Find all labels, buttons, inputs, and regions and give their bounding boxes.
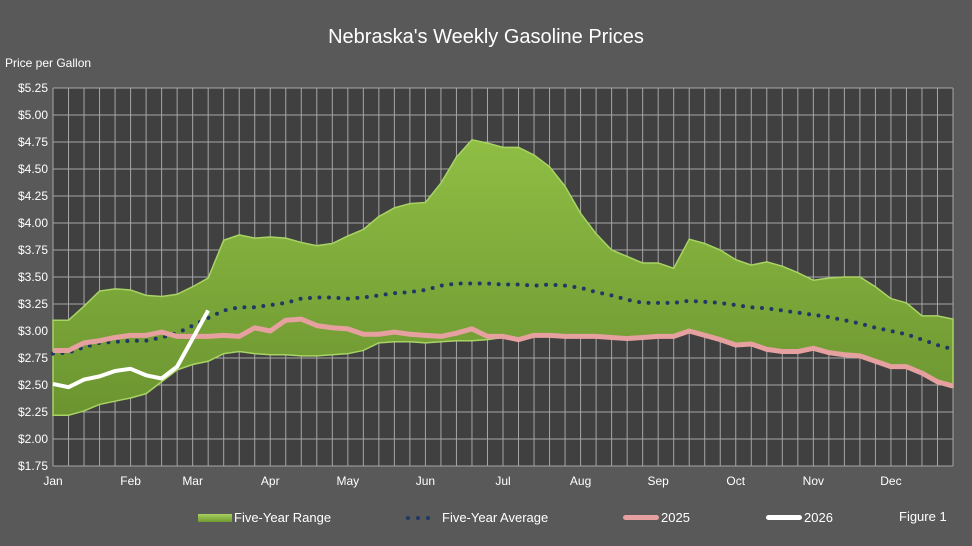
y-tick-label: $5.00	[18, 108, 48, 122]
five-year-range-area	[52, 139, 954, 416]
x-tick-label-sep: Sep	[647, 474, 669, 488]
y-tick-label: $1.75	[18, 459, 48, 473]
series-2025-line	[53, 316, 954, 389]
y-tick-label: $2.75	[18, 351, 48, 365]
legend-item-range: Five-Year Range	[198, 510, 331, 525]
x-tick-label-feb: Feb	[120, 474, 141, 488]
y-tick-label: $4.00	[18, 216, 48, 230]
x-tick-label-may: May	[336, 474, 359, 488]
figure-label: Figure 1	[899, 509, 947, 524]
x-tick-label-mar: Mar	[182, 474, 203, 488]
y-tick-label: $2.50	[18, 378, 48, 392]
x-tick-label-jul: Jul	[495, 474, 510, 488]
x-tick-label-jun: Jun	[416, 474, 435, 488]
legend-item-2026: 2026	[766, 510, 833, 525]
y-tick-label: $2.00	[18, 432, 48, 446]
y-tick-label: $4.50	[18, 162, 48, 176]
x-tick-label-dec: Dec	[880, 474, 901, 488]
legend-item-2025: 2025	[623, 510, 690, 525]
y-tick-label: $3.75	[18, 243, 48, 257]
y-tick-label: $2.25	[18, 405, 48, 419]
legend-label-2026: 2026	[804, 510, 833, 525]
legend-swatch-2025	[623, 515, 659, 520]
x-tick-label-nov: Nov	[803, 474, 824, 488]
legend-swatch-2026	[766, 515, 802, 520]
y-tick-label: $3.00	[18, 324, 48, 338]
y-tick-label: $5.25	[18, 81, 48, 95]
y-tick-label: $4.25	[18, 189, 48, 203]
x-tick-label-aug: Aug	[570, 474, 591, 488]
series-2026-line	[52, 309, 210, 390]
y-tick-label: $4.75	[18, 135, 48, 149]
legend-label-2025: 2025	[661, 510, 690, 525]
y-tick-label: $3.25	[18, 297, 48, 311]
legend-label-range: Five-Year Range	[234, 510, 332, 525]
x-tick-label-apr: Apr	[261, 474, 280, 488]
y-tick-label: $3.50	[18, 270, 48, 284]
legend-swatch-average	[406, 515, 440, 520]
legend-item-average: Five-Year Average	[404, 510, 548, 525]
x-tick-label-jan: Jan	[43, 474, 62, 488]
chart-title: Nebraska's Weekly Gasoline Prices	[328, 26, 644, 48]
legend-swatch-range	[198, 513, 232, 522]
y-axis-label: Price per Gallon	[5, 56, 92, 70]
legend-label-average: Five-Year Average	[442, 510, 549, 525]
x-tick-label-oct: Oct	[726, 474, 745, 488]
